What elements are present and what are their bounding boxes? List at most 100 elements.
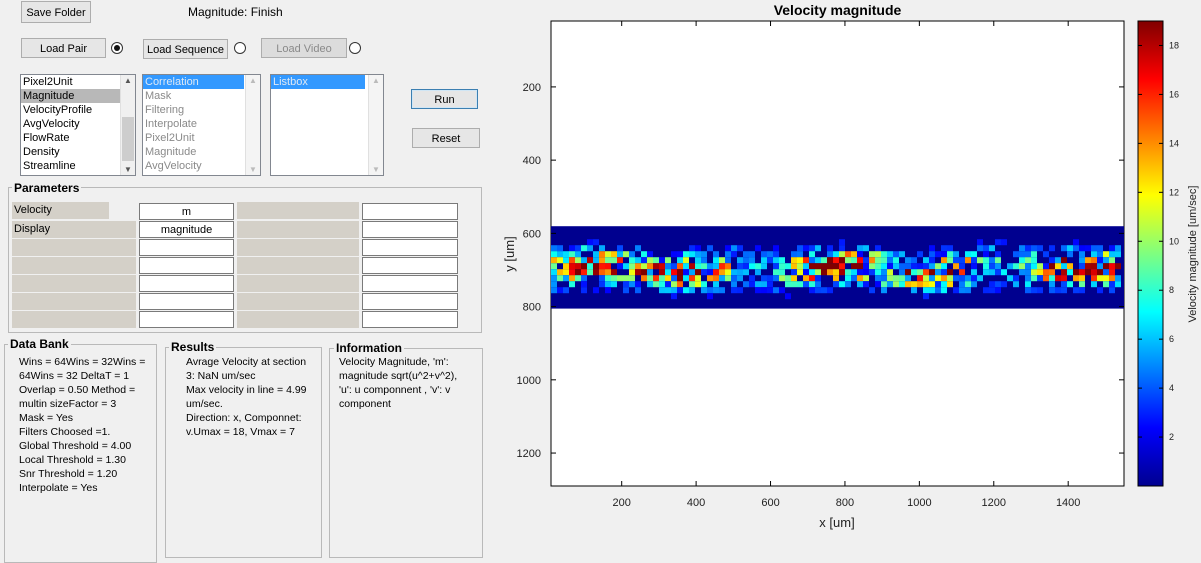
heatmap-cell <box>1079 275 1085 282</box>
scroll-thumb[interactable] <box>122 117 134 161</box>
list-item[interactable]: Interpolate <box>145 118 197 130</box>
param-field[interactable] <box>362 311 458 328</box>
heatmap-cell <box>719 287 725 294</box>
list-item[interactable]: AvgVelocity <box>23 118 80 130</box>
heatmap-cell <box>605 269 611 276</box>
list-item[interactable]: Mask <box>145 90 172 102</box>
heatmap-cell <box>737 269 743 276</box>
heatmap-cell <box>803 245 809 252</box>
heatmap-cell <box>881 287 887 294</box>
heatmap-cell <box>677 275 683 282</box>
analysis-listbox[interactable]: Pixel2Unit Magnitude VelocityProfile Avg… <box>20 74 136 176</box>
param-field[interactable] <box>139 257 234 274</box>
heatmap-cell <box>641 257 647 264</box>
load-sequence-radio[interactable] <box>234 42 246 54</box>
scroll-up-icon[interactable]: ▲ <box>249 76 257 85</box>
heatmap-cell <box>923 293 929 300</box>
heatmap-cell <box>641 263 647 270</box>
param-field[interactable] <box>139 239 234 256</box>
heatmap-cell <box>551 287 557 294</box>
heatmap-cell <box>923 287 929 294</box>
heatmap-cell <box>1055 287 1061 294</box>
heatmap-cell <box>611 275 617 282</box>
param-field[interactable] <box>362 275 458 292</box>
heatmap-cell <box>773 263 779 270</box>
listbox-scrollbar[interactable]: ▲ ▼ <box>120 75 135 175</box>
list-item-selected[interactable]: Listbox <box>271 75 365 89</box>
heatmap-cell <box>605 287 611 294</box>
load-video-radio[interactable] <box>349 42 361 54</box>
heatmap-cell <box>1031 251 1037 258</box>
heatmap-cell <box>875 257 881 264</box>
heatmap-cell <box>743 251 749 258</box>
heatmap-cell <box>899 251 905 258</box>
velocity-component-field[interactable]: m <box>139 203 234 220</box>
list-item[interactable]: Pixel2Unit <box>23 76 73 88</box>
scroll-down-icon[interactable]: ▼ <box>124 165 132 174</box>
heatmap-cell <box>587 239 593 246</box>
heatmap-cell <box>659 281 665 288</box>
heatmap-cell <box>1043 275 1049 282</box>
run-button[interactable]: Run <box>411 89 478 109</box>
heatmap-cell <box>1109 245 1115 252</box>
list-item-selected[interactable]: Magnitude <box>21 89 121 103</box>
heatmap-cell <box>863 269 869 276</box>
heatmap-cell <box>815 257 821 264</box>
heatmap-cell <box>1091 257 1097 264</box>
heatmap-cell <box>635 269 641 276</box>
heatmap-cell <box>947 251 953 258</box>
listbox-scrollbar[interactable]: ▲ ▼ <box>368 75 383 175</box>
heatmap-cell <box>1115 245 1121 252</box>
param-field[interactable] <box>362 239 458 256</box>
save-folder-button[interactable]: Save Folder <box>21 1 91 23</box>
heatmap-cell <box>995 269 1001 276</box>
heatmap-cell <box>917 263 923 270</box>
list-item-selected[interactable]: Correlation <box>143 75 244 89</box>
list-item[interactable]: AvgVelocity <box>145 160 202 172</box>
output-listbox[interactable]: Listbox ▲ ▼ <box>270 74 384 176</box>
heatmap-cell <box>1103 269 1109 276</box>
param-field[interactable] <box>139 311 234 328</box>
heatmap-cell <box>689 275 695 282</box>
heatmap-cell <box>959 275 965 282</box>
display-field[interactable]: magnitude <box>139 221 234 238</box>
scroll-down-icon[interactable]: ▼ <box>249 165 257 174</box>
scroll-down-icon[interactable]: ▼ <box>372 165 380 174</box>
list-item[interactable]: Pixel2Unit <box>145 132 195 144</box>
heatmap-cell <box>995 239 1001 246</box>
heatmap-cell <box>773 251 779 258</box>
heatmap-cell <box>575 251 581 258</box>
heatmap-cell <box>809 263 815 270</box>
heatmap-cell <box>1043 269 1049 276</box>
param-field[interactable] <box>139 275 234 292</box>
param-field[interactable] <box>362 257 458 274</box>
listbox-scrollbar[interactable]: ▲ ▼ <box>245 75 260 175</box>
list-item[interactable]: Density <box>23 146 60 158</box>
param-field[interactable] <box>362 293 458 310</box>
load-video-button[interactable]: Load Video <box>261 38 347 58</box>
list-item[interactable]: FlowRate <box>23 132 70 144</box>
list-item[interactable]: VelocityProfile <box>23 104 93 116</box>
param-field[interactable] <box>362 221 458 238</box>
load-sequence-button[interactable]: Load Sequence <box>143 39 228 59</box>
scroll-up-icon[interactable]: ▲ <box>124 76 132 85</box>
heatmap-cell <box>593 239 599 246</box>
heatmap-cell <box>923 281 929 288</box>
list-item[interactable]: Filtering <box>145 104 185 116</box>
process-listbox[interactable]: Correlation Mask Filtering Interpolate P… <box>142 74 261 176</box>
param-field[interactable] <box>139 293 234 310</box>
heatmap-cell <box>1031 245 1037 252</box>
list-item[interactable]: Magnitude <box>145 146 197 158</box>
heatmap-cell <box>1001 239 1007 246</box>
heatmap-cell <box>1079 287 1085 294</box>
load-pair-button[interactable]: Load Pair <box>21 38 106 58</box>
scroll-up-icon[interactable]: ▲ <box>372 76 380 85</box>
load-pair-radio[interactable] <box>111 42 123 54</box>
heatmap-cell <box>887 275 893 282</box>
reset-button[interactable]: Reset <box>412 128 480 148</box>
list-item[interactable]: Streamline <box>23 160 76 172</box>
heatmap-cell <box>941 275 947 282</box>
heatmap-cell <box>965 257 971 264</box>
heatmap-cell <box>701 287 707 294</box>
param-field[interactable] <box>362 203 458 220</box>
